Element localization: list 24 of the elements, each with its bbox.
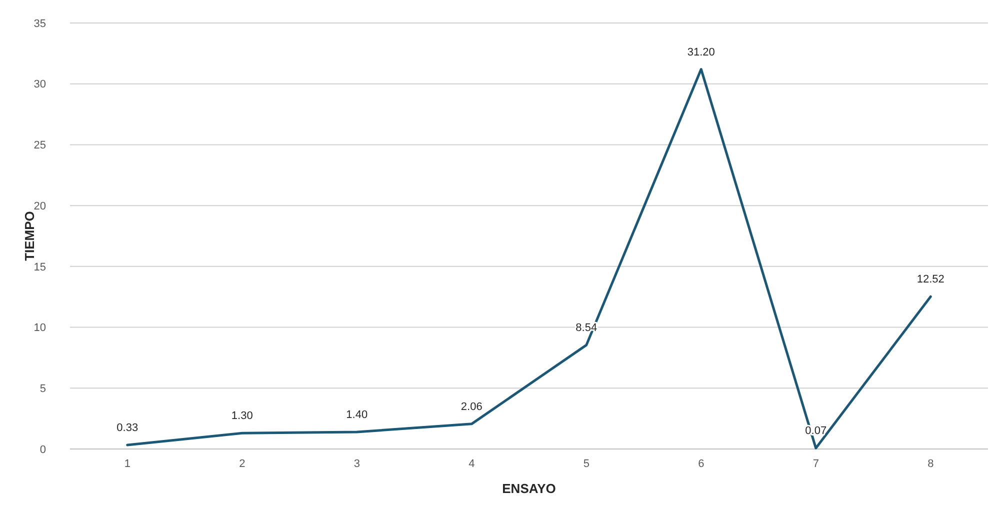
x-tick-label: 6	[698, 458, 704, 470]
data-label: 12.52	[916, 274, 944, 286]
data-label: 1.30	[231, 410, 253, 422]
x-axis-title: ENSAYO	[502, 481, 556, 496]
y-tick-label: 5	[40, 382, 46, 395]
x-tick-label: 8	[928, 458, 934, 470]
y-axis-title: TIEMPO	[22, 211, 37, 261]
data-label: 1.40	[346, 408, 368, 421]
y-tick-label: 10	[34, 322, 46, 334]
data-label: 31.20	[687, 46, 715, 58]
y-tick-label: 30	[34, 78, 46, 91]
data-label: 2.06	[460, 400, 482, 413]
y-tick-label: 0	[40, 444, 46, 456]
x-tick-label: 1	[124, 458, 130, 470]
x-tick-label: 5	[583, 458, 590, 470]
x-tick-label: 4	[468, 458, 475, 470]
data-label: 0.33	[116, 422, 138, 434]
y-tick-label: 25	[34, 140, 46, 152]
y-tick-label: 15	[34, 261, 46, 274]
y-tick-label: 35	[34, 18, 46, 30]
x-tick-label: 2	[239, 458, 246, 470]
x-tick-label: 7	[812, 458, 819, 470]
y-tick-label: 20	[34, 200, 46, 212]
x-tick-label: 3	[354, 458, 360, 470]
